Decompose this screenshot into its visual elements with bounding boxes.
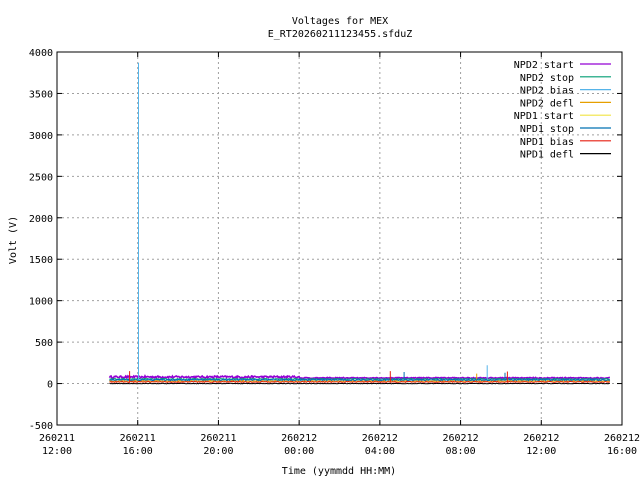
y-tick-label: 0	[47, 380, 53, 391]
y-tick-label: 500	[35, 338, 53, 349]
legend-label: NPD2 stop	[520, 73, 574, 84]
y-tick-label: 1000	[29, 297, 53, 308]
x-tick-label-date: 260211	[39, 433, 75, 444]
legend-label: NPD1 defl	[520, 150, 574, 161]
series-line-npd1-bias	[109, 371, 611, 384]
y-axis-ticks: -500 0 500 1000 1500 2000 2500 3000 3500 4000	[29, 48, 622, 432]
legend-label: NPD1 start	[514, 111, 574, 122]
plot-frame	[56, 51, 623, 426]
y-tick-label: 3000	[29, 131, 53, 142]
legend-label: NPD1 stop	[520, 124, 574, 135]
x-tick-label-time: 20:00	[203, 446, 233, 457]
x-tick-label-time: 00:00	[284, 446, 314, 457]
x-tick-label-date: 260212	[523, 433, 559, 444]
x-tick-label-date: 260212	[604, 433, 640, 444]
legend-label: NPD2 start	[514, 60, 574, 71]
legend-label: NPD1 bias	[520, 137, 574, 148]
y-tick-label: 2000	[29, 214, 53, 225]
x-axis-ticks: 260211 12:00 260211 16:00 260211 20:00 260212 0…	[39, 52, 640, 457]
series-line-npd1-defl	[109, 382, 611, 385]
x-axis-label: Time (yymmdd HH:MM)	[282, 466, 396, 477]
x-tick-label-time: 12:00	[526, 446, 556, 457]
x-tick-label-date: 260211	[200, 433, 236, 444]
y-tick-label: 2500	[29, 172, 53, 183]
x-tick-label-time: 16:00	[123, 446, 153, 457]
x-tick-label-date: 260212	[281, 433, 317, 444]
x-tick-label-time: 08:00	[446, 446, 476, 457]
y-axis-label: Volt (V)	[8, 216, 19, 264]
chart-subtitle: E_RT20260211123455.sfduZ	[268, 29, 413, 40]
y-tick-label: 3500	[29, 89, 53, 100]
series-line-npd2-start	[108, 374, 610, 380]
series-line-npd1-stop	[109, 372, 610, 382]
data-series	[108, 62, 611, 385]
y-tick-label: 1500	[29, 255, 53, 266]
y-tick-label: -500	[29, 421, 53, 432]
x-tick-label-time: 12:00	[42, 446, 72, 457]
legend-label: NPD2 defl	[520, 98, 574, 109]
legend-label: NPD2 bias	[520, 86, 574, 97]
x-tick-label-time: 04:00	[365, 446, 395, 457]
x-tick-label-date: 260212	[362, 433, 398, 444]
x-tick-label-date: 260211	[120, 433, 156, 444]
grid-lines	[57, 52, 622, 425]
chart-title: Voltages for MEX	[292, 16, 388, 27]
y-tick-label: 4000	[29, 48, 53, 59]
x-tick-label-date: 260212	[443, 433, 479, 444]
x-tick-label-time: 16:00	[607, 446, 637, 457]
